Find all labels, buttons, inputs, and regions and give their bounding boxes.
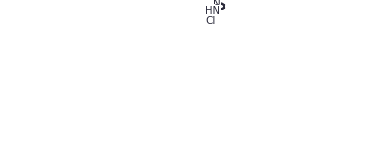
Text: Cl: Cl [205,16,215,26]
Text: N: N [212,0,220,9]
Text: S: S [213,4,220,14]
Text: HN: HN [205,6,220,16]
